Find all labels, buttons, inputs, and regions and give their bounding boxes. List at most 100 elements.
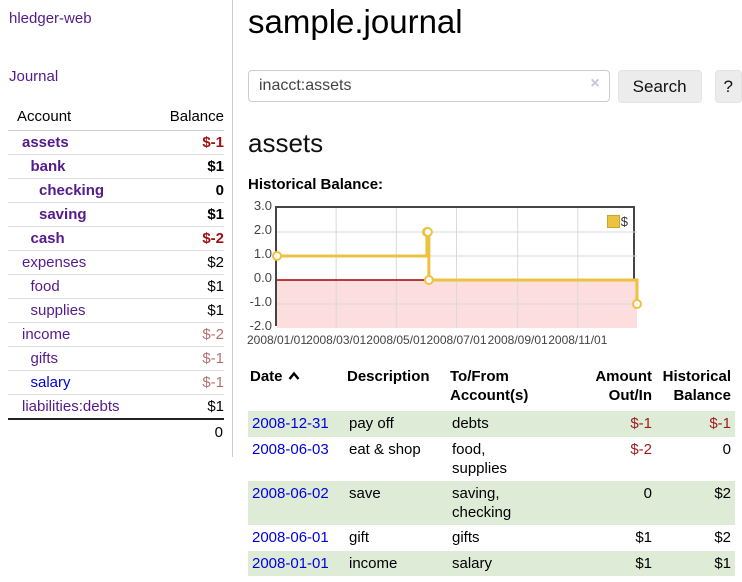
register-description-cell: income [349,554,398,572]
x-axis-tick-label: 2008/03/01 [306,333,367,347]
register-date-link[interactable]: 2008-06-02 [252,484,329,502]
register-description-cell: save [349,484,381,502]
account-link[interactable]: checking [39,182,105,199]
register-description-cell: gift [349,529,370,547]
account-link[interactable]: salary [30,374,71,391]
account-link[interactable]: food [30,278,60,295]
account-row: income $-2 [8,322,224,346]
account-balance: $-2 [202,326,224,343]
account-row: supplies $1 [8,298,224,322]
account-row: bank $1 [8,154,224,178]
accounts-total-value: 0 [214,424,223,441]
register-date-cell: 2008-06-01 [248,525,345,550]
account-link[interactable]: saving [39,206,87,223]
account-row: salary $-1 [8,370,224,394]
page-title: sample.journal [248,3,463,40]
sidebar-item-journal[interactable]: Journal [9,68,59,85]
register-date-cell: 2008-12-31 [248,411,345,436]
sidebar: hledger-web Journal Account Balance asse… [0,0,233,457]
y-axis-tick-label: -2.0 [249,318,272,333]
x-axis-tick-label: 2008/01/01 [246,333,308,347]
search-box: × [248,70,610,102]
register-date-cell: 2008-06-02 [248,481,345,525]
account-balance: $1 [207,398,224,415]
register-col-date-label: Date [250,368,283,385]
register-row: 2008-01-01 income salary $1 $1 [248,550,735,576]
main-content: sample.journal × Search ? assets Histori… [246,0,742,576]
search-input[interactable] [248,70,610,102]
register-row: 2008-12-31 pay off debts $-1 $-1 [248,411,735,437]
clear-search-icon[interactable]: × [590,75,600,92]
register-balance-cell: $-1 [709,415,731,433]
register-amount-cell: $1 [635,529,652,547]
register-balance-cell: $2 [714,529,731,547]
account-balance: $1 [207,206,224,223]
sort-ascending-icon [288,371,299,380]
account-link[interactable]: bank [30,158,66,175]
account-row: gifts $-1 [8,346,224,370]
register-date-link[interactable]: 2008-06-01 [252,529,329,547]
account-balance: $1 [207,278,224,295]
help-button[interactable]: ? [714,70,742,103]
register-description-cell: eat & shop [349,440,421,458]
register-date-cell: 2008-01-01 [248,551,345,576]
account-link[interactable]: assets [22,134,69,151]
x-axis-tick-label: 2008/09/01 [487,333,548,347]
register-description-cell: pay off [349,415,394,433]
register-accounts-cell: gifts [452,529,480,547]
account-row: saving $1 [8,202,224,226]
register-amount-cell: $-1 [630,415,652,433]
account-balance: 0 [215,182,224,199]
accounts-table-header: Account Balance [8,108,224,131]
account-balance: $1 [207,302,224,319]
register-row: 2008-06-01 gift gifts $1 $2 [248,525,735,550]
register-date-link[interactable]: 2008-01-01 [252,554,329,572]
register-header-row: Date Description To/From Account(s) Amou… [248,365,735,411]
chart-title: Historical Balance: [248,176,384,193]
register-accounts-cell: debts [452,415,489,433]
register-date-link[interactable]: 2008-06-03 [252,440,329,458]
register-balance-cell: 0 [722,440,731,458]
account-balance: $-2 [202,230,224,247]
register-col-accounts: To/From Account(s) [450,368,529,405]
register-col-date[interactable]: Date [248,365,345,411]
search-form: × Search ? [248,70,742,103]
account-balance: $-1 [202,374,224,391]
y-axis-tick-label: 1.0 [253,246,272,261]
account-row: food $1 [8,274,224,298]
y-axis-tick-label: 0.0 [253,270,272,285]
register-date-link[interactable]: 2008-12-31 [252,415,329,433]
register-accounts-cell: salary [452,554,493,572]
accounts-table: Account Balance assets $-1 bank $1 checking 0… [8,108,224,445]
balance-chart: $ 3.0 2.0 1.0 0.0 -1.0 -2.0 2008/01/01 2008/03/… [246,198,742,349]
account-link[interactable]: liabilities:debts [22,398,120,415]
account-balance: $1 [207,158,224,175]
register-balance-cell: $2 [714,484,731,502]
account-row: checking 0 [8,178,224,202]
account-link[interactable]: expenses [22,254,87,271]
register-col-balance: Historical Balance [662,368,731,405]
register-amount-cell: $-2 [630,440,652,458]
app-title-link[interactable]: hledger-web [9,10,92,27]
chart-plot-area: $ [272,206,642,328]
accounts-col-account: Account [17,108,72,125]
register-accounts-cell: food, supplies [452,440,508,477]
accounts-col-balance: Balance [169,108,224,125]
register-col-description: Description [347,368,430,385]
legend-label: $ [620,214,628,229]
register-accounts-cell: saving, checking [452,484,512,522]
register-body: 2008-12-31 pay off debts $-1 $-1 2008-06-03 ea… [248,411,735,576]
x-axis-tick-label: 2008/11/01 [548,333,608,347]
register-col-amount: Amount Out/In [595,368,652,405]
accounts-total-row: 0 [8,418,224,445]
account-balance: $-1 [202,134,224,151]
account-link[interactable]: cash [30,230,65,247]
chart-canvas [272,208,642,328]
account-balance: $-1 [202,350,224,367]
search-button[interactable]: Search [617,70,702,103]
account-link[interactable]: income [22,326,71,343]
account-link[interactable]: supplies [30,302,86,319]
account-link[interactable]: gifts [30,350,59,367]
register-amount-cell: $1 [635,554,652,572]
